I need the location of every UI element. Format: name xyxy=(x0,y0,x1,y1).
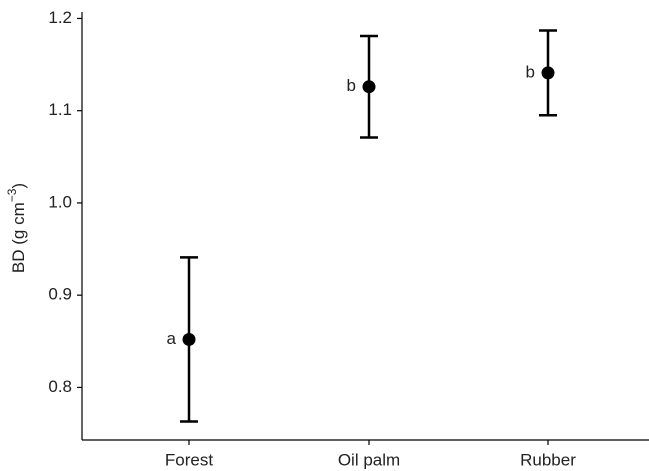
group-letter: a xyxy=(167,329,177,348)
y-tick-label: 1.1 xyxy=(48,100,72,119)
y-label-suffix: ) xyxy=(9,183,28,189)
x-tick-label: Oil palm xyxy=(338,450,400,469)
point xyxy=(362,80,376,94)
point xyxy=(182,332,196,346)
y-tick-label: 0.8 xyxy=(48,377,72,396)
y-tick-label: 1.2 xyxy=(48,8,72,27)
x-tick-label: Rubber xyxy=(520,450,576,469)
y-label-superscript: −3 xyxy=(5,188,19,202)
group-letter: b xyxy=(526,62,535,81)
y-tick-label: 1.0 xyxy=(48,192,72,211)
y-tick-label: 0.9 xyxy=(48,285,72,304)
point xyxy=(541,66,555,80)
group-letter: b xyxy=(347,76,356,95)
y-label-text: BD (g cm xyxy=(9,202,28,273)
y-axis-label: BD (g cm−3) xyxy=(5,183,28,273)
x-tick-label: Forest xyxy=(165,450,213,469)
